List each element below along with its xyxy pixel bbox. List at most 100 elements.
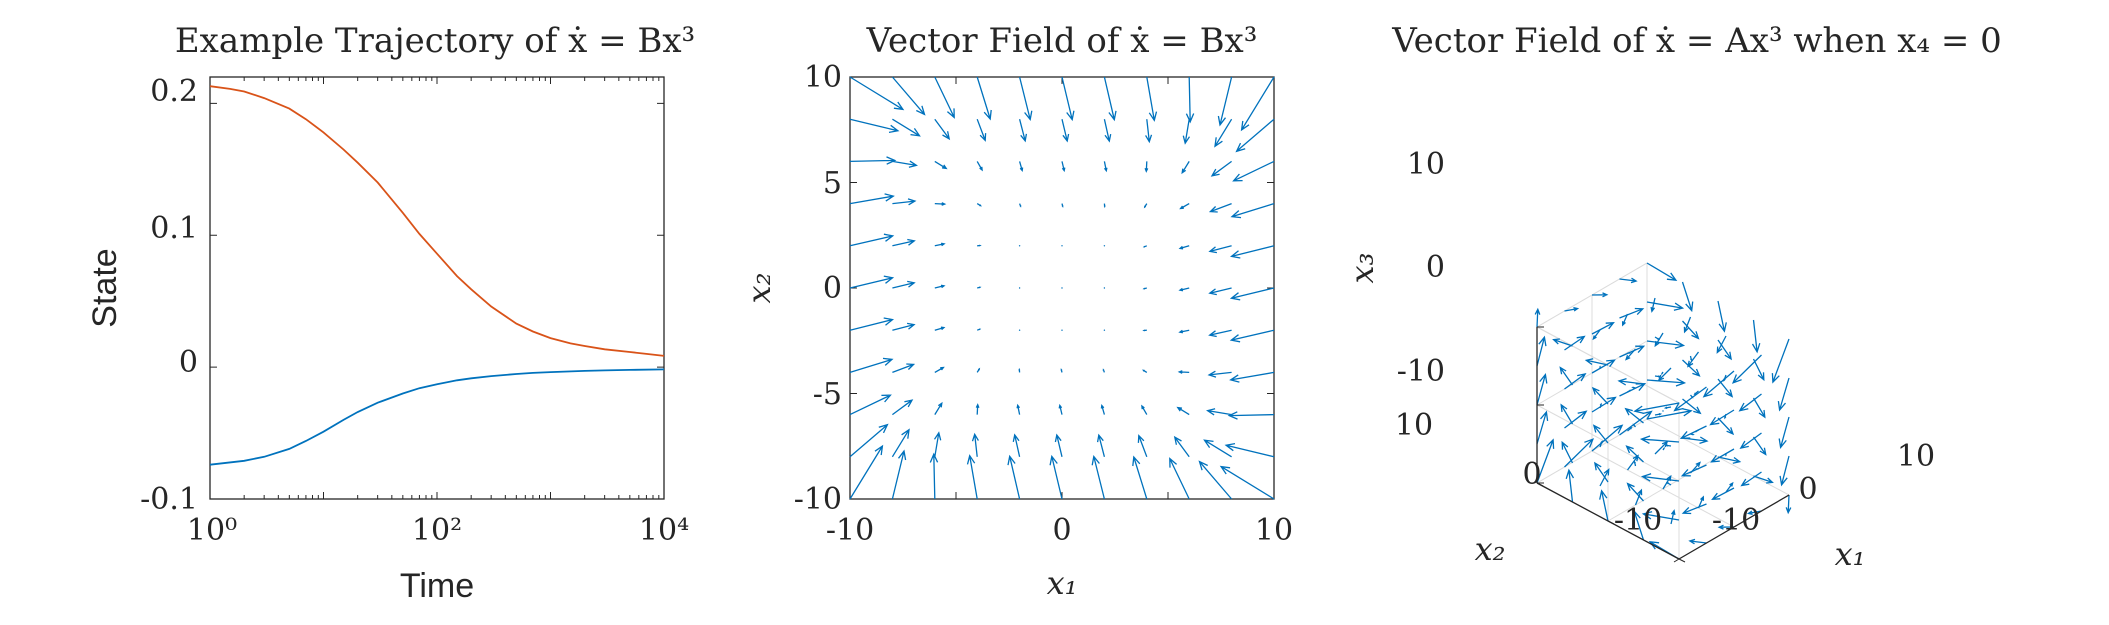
vector-arrow <box>1061 329 1063 331</box>
vector-arrow <box>1178 329 1190 334</box>
vector-arrow <box>1534 307 1541 328</box>
vector-arrow <box>1103 329 1106 331</box>
quiver3d-axes <box>1536 326 1790 563</box>
vector-arrow <box>1687 351 1700 368</box>
y-tick-label: 5 <box>823 166 842 201</box>
trajectory-lines <box>209 85 665 466</box>
y-tick-label: -10 <box>1614 503 1662 538</box>
vector-arrow <box>1208 245 1232 254</box>
vector-arrow <box>892 399 914 416</box>
vector-arrow <box>1132 455 1148 500</box>
vector-arrow <box>1739 432 1762 450</box>
x-tick <box>1783 494 1790 499</box>
vector-arrow <box>1141 404 1148 415</box>
vector-arrow <box>849 444 884 500</box>
x-tick <box>1728 526 1735 531</box>
vector-arrow <box>1679 425 1707 439</box>
series-line-1 <box>209 85 665 357</box>
vector-arrow <box>1683 316 1692 334</box>
vector-arrow <box>1018 203 1022 208</box>
vector-arrow <box>892 322 916 331</box>
trajectory-panel: Example Trajectory of ẋ = Bx³ 0.2 0.1 0 … <box>86 21 695 605</box>
vector-arrow <box>976 76 992 121</box>
vector-arrow <box>1690 461 1701 474</box>
vector-arrow <box>1210 160 1232 177</box>
vector-arrow <box>1619 277 1638 284</box>
vector-arrow <box>934 202 947 206</box>
vector-arrow <box>849 118 900 134</box>
vector-arrow <box>849 317 895 331</box>
vector-arrow <box>1592 329 1601 341</box>
vector-arrow <box>934 160 948 170</box>
vector-arrow <box>1682 359 1701 377</box>
vector-arrow <box>934 366 945 373</box>
x-tick-label: 10⁰ <box>187 513 237 548</box>
vector-arrow <box>1740 471 1762 487</box>
vector-arrow <box>1182 119 1191 145</box>
vector-arrow <box>849 423 889 458</box>
vector-arrow <box>1103 245 1106 247</box>
vector-arrow <box>1640 473 1680 482</box>
vector-arrow <box>1591 424 1624 452</box>
y-tick-label: 0 <box>823 271 842 306</box>
trajectory-axes-box <box>209 76 665 500</box>
vector-arrow <box>1103 119 1112 143</box>
vector-arrow <box>1012 433 1021 457</box>
vector-arrow <box>1689 355 1693 362</box>
vector-arrow <box>1206 408 1232 416</box>
vector-arrow <box>1018 367 1021 373</box>
vector-arrow <box>1178 245 1190 250</box>
vector-arrow <box>966 454 978 500</box>
vector-arrow <box>1584 358 1609 366</box>
vector-arrow <box>1018 119 1028 143</box>
vector-arrow <box>1626 454 1639 471</box>
vector-arrow <box>1229 287 1275 301</box>
vector-arrow <box>1682 436 1709 445</box>
vector-arrow <box>1682 398 1702 415</box>
vector-arrow <box>1146 76 1158 122</box>
vector-arrow <box>892 280 916 289</box>
vector-arrow <box>1710 448 1735 463</box>
vector-arrow <box>892 118 921 137</box>
vector-arrow <box>933 431 942 457</box>
quiver3d-title: Vector Field of ẋ = Ax³ when x₄ = 0 <box>1391 21 2002 61</box>
vector-arrow <box>1591 321 1615 335</box>
vector-arrow <box>1564 410 1588 429</box>
vector-arrow <box>976 203 982 207</box>
quiver3d-panel: Vector Field of ẋ = Ax³ when x₄ = 0 10 0… <box>1343 21 2002 573</box>
vector-arrow <box>849 357 894 374</box>
vector-arrow <box>1619 345 1646 358</box>
vector-arrow <box>1240 76 1275 132</box>
vector-arrow <box>892 160 918 168</box>
y-tick <box>1607 520 1615 525</box>
vector-arrow <box>1230 202 1275 219</box>
x-tick <box>1673 558 1680 563</box>
vector-arrow <box>1564 335 1586 351</box>
vector-arrow <box>934 401 943 415</box>
y-tick-label: 0.2 <box>150 74 198 109</box>
vector-arrow <box>976 328 982 331</box>
vector-arrow <box>1592 424 1609 444</box>
vector-arrow <box>1591 292 1609 298</box>
vector-arrow <box>1599 468 1610 487</box>
vector-arrow <box>1646 340 1686 349</box>
quiver3d-x-label: x₁ <box>1835 535 1866 573</box>
quiver-panel: Vector Field of ẋ = Bx³ 10 5 0 -5 -10 -1… <box>740 21 1293 602</box>
vector-arrow <box>1208 287 1232 296</box>
x-tick-label: 10 <box>1255 513 1293 548</box>
vector-arrow <box>1681 503 1707 515</box>
vector-arrow <box>1723 374 1727 382</box>
vector-arrow <box>1536 438 1555 484</box>
vector-arrow <box>1619 383 1647 397</box>
quiver3d-z-label: x₃ <box>1343 253 1381 284</box>
vector-arrow <box>1626 482 1644 502</box>
vector-arrow <box>1217 76 1233 127</box>
vector-arrow <box>1725 481 1734 493</box>
vector-arrow <box>1142 329 1147 332</box>
vector-arrow <box>1717 378 1734 398</box>
y-tick-label: 0.1 <box>150 211 198 246</box>
vector-arrow <box>1185 76 1195 124</box>
vector-arrow <box>1058 403 1063 415</box>
vector-arrow <box>1711 487 1735 501</box>
vector-arrow <box>1746 510 1762 516</box>
